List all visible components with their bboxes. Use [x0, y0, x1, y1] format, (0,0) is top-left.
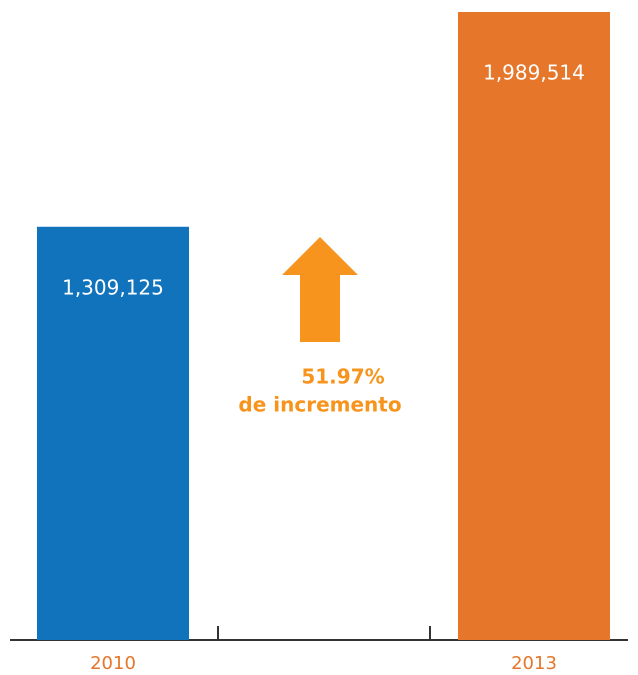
annotation: 51.97% — [301, 365, 384, 389]
annotation: de incremento — [238, 393, 401, 417]
value-label: 1,989,514 — [483, 61, 585, 85]
bar — [37, 226, 189, 640]
x-tick-label: 2010 — [90, 653, 136, 674]
bar — [458, 12, 610, 640]
value-label: 1,309,125 — [62, 275, 164, 299]
increase-arrow — [282, 237, 358, 342]
x-tick-label: 2013 — [511, 653, 557, 674]
